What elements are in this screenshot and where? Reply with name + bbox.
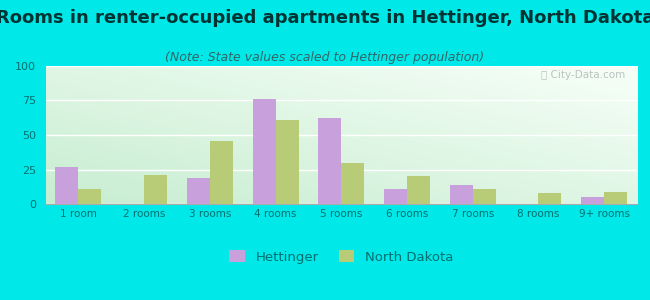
Bar [538,193,562,204]
Bar [384,189,407,204]
Bar [144,175,167,204]
Bar [210,140,233,204]
Text: (Note: State values scaled to Hettinger population): (Note: State values scaled to Hettinger … [166,51,484,64]
Bar [79,189,101,204]
Bar [473,189,496,204]
Bar [276,120,298,204]
Bar [318,118,341,204]
Bar [581,197,604,204]
Bar [55,167,79,204]
Text: Rooms in renter-occupied apartments in Hettinger, North Dakota: Rooms in renter-occupied apartments in H… [0,9,650,27]
Legend: Hettinger, North Dakota: Hettinger, North Dakota [224,245,458,269]
Bar [407,176,430,204]
Bar [450,185,473,204]
Bar [341,163,364,204]
Bar [604,192,627,204]
Bar [187,178,210,204]
Bar [252,99,276,204]
Text: Ⓢ City-Data.com: Ⓢ City-Data.com [541,70,625,80]
